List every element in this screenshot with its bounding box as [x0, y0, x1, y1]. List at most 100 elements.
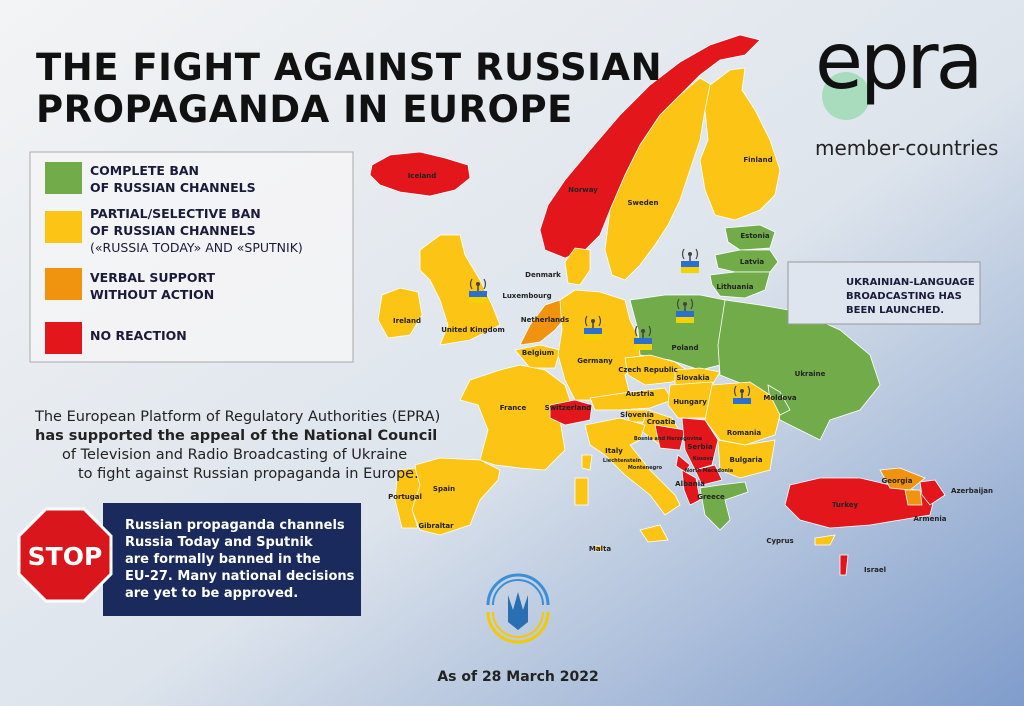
country-label: Cyprus: [766, 537, 793, 545]
country: [514, 344, 561, 369]
stop-text: are yet to be approved.: [125, 586, 298, 601]
antenna-waves: [469, 278, 487, 290]
country: [699, 481, 749, 531]
country-labels: Iceland Norway Sweden Finland Estonia Latvia L…: [388, 156, 993, 574]
stop-sign: [17, 507, 113, 603]
legend-swatch: [45, 162, 82, 194]
country-label: Sweden: [628, 199, 659, 207]
logo-subtitle: member-countries: [815, 136, 998, 160]
country: [549, 399, 593, 426]
country-label: Croatia: [647, 418, 676, 426]
country-label: Malta: [589, 545, 611, 553]
flag-top: [469, 291, 487, 297]
country-label: Belgium: [522, 349, 554, 357]
antenna-waves: [676, 298, 694, 310]
paragraph-line: of Television and Radio Broadcasting of …: [62, 447, 407, 463]
ukraine-logo: [486, 573, 550, 644]
country-label: Finland: [743, 156, 772, 164]
stop-text: are formally banned in the: [125, 552, 321, 567]
paragraph-line: has supported the appeal of the National…: [35, 428, 437, 444]
flag-bottom: [634, 344, 652, 350]
country-label: Liechtenstein: [603, 458, 642, 464]
stop-box: [103, 503, 361, 616]
country-label: Turkey: [832, 501, 859, 509]
country: [724, 224, 776, 251]
legend-swatch: [45, 322, 82, 354]
flag-top: [681, 261, 699, 267]
flag-bottom: [681, 267, 699, 273]
country: [377, 287, 423, 339]
country-label: Slovakia: [676, 374, 710, 382]
country-label: Bosnia and Herzegovina: [634, 436, 702, 442]
note-text: BEEN LAUNCHED.: [846, 305, 944, 316]
legend-label: («RUSSIA TODAY» AND «SPUTNIK): [90, 240, 303, 255]
country-label: Moldova: [763, 394, 797, 402]
country-label: Hungary: [673, 398, 707, 406]
country-label: Lithuania: [716, 283, 753, 291]
stop-text: Russia Today and Sputnik: [125, 535, 313, 550]
country-label: Denmark: [525, 271, 561, 279]
country-label: Luxembourg: [502, 292, 551, 300]
country-label: Austria: [626, 390, 655, 398]
country: [717, 439, 776, 479]
country: [814, 534, 836, 546]
country-label: Slovenia: [620, 411, 654, 419]
country: [394, 467, 421, 529]
country-label: Serbia: [687, 443, 713, 451]
country-label: Albania: [675, 480, 705, 488]
note-text: BROADCASTING HAS: [846, 291, 962, 302]
country: [709, 271, 771, 299]
flag-bottom: [584, 334, 602, 340]
country: [604, 77, 713, 281]
country-label: Iceland: [408, 172, 437, 180]
country-label: Kosovo: [693, 456, 714, 462]
country: [654, 424, 686, 451]
country-label: Ireland: [393, 317, 421, 325]
country: [879, 467, 926, 491]
map: [369, 34, 946, 576]
country-label: Montenegro: [628, 465, 663, 471]
country: [584, 417, 681, 516]
legend-label: VERBAL SUPPORT: [90, 270, 216, 285]
legend-label: OF RUSSIAN CHANNELS: [90, 180, 256, 195]
country: [919, 479, 946, 506]
paragraph-line: The European Platform of Regulatory Auth…: [34, 409, 440, 425]
country-label: Estonia: [740, 232, 769, 240]
logo: epra: [815, 17, 980, 107]
country: [459, 364, 571, 471]
country-label: Georgia: [882, 477, 913, 485]
country-label: Israel: [864, 566, 886, 574]
country: [594, 545, 604, 552]
flag-bottom: [676, 317, 694, 323]
country: [589, 387, 673, 411]
country-label: Gibraltar: [418, 522, 454, 530]
flag-top: [733, 398, 751, 404]
country: [639, 524, 669, 543]
country: [839, 554, 849, 576]
country-label: Czech Republic: [618, 366, 678, 374]
broadcast-icon: [733, 385, 751, 410]
flag-top: [584, 328, 602, 334]
note-box: [787, 261, 981, 325]
antenna-waves: [733, 385, 751, 397]
country-label: Switzerland: [545, 404, 592, 412]
country: [694, 464, 723, 486]
country: [557, 289, 641, 401]
legend-label: OF RUSSIAN CHANNELS: [90, 223, 256, 238]
country: [784, 477, 936, 529]
title: THE FIGHT AGAINST RUSSIAN: [36, 46, 662, 89]
country-label: Latvia: [740, 258, 764, 266]
country: [369, 151, 471, 197]
broadcast-icon: [469, 278, 487, 303]
legend-label: PARTIAL/SELECTIVE BAN: [90, 206, 261, 221]
country-label: Portugal: [388, 493, 422, 501]
logo-dot: [822, 72, 870, 120]
legend-label: WITHOUT ACTION: [90, 287, 214, 302]
country-label: Netherlands: [521, 316, 569, 324]
country-label: Bulgaria: [729, 456, 762, 464]
note-text: UKRAINIAN-LANGUAGE: [846, 277, 975, 288]
antenna-waves: [584, 315, 602, 327]
title: PROPAGANDA IN EUROPE: [36, 88, 573, 131]
flag-top: [676, 311, 694, 317]
